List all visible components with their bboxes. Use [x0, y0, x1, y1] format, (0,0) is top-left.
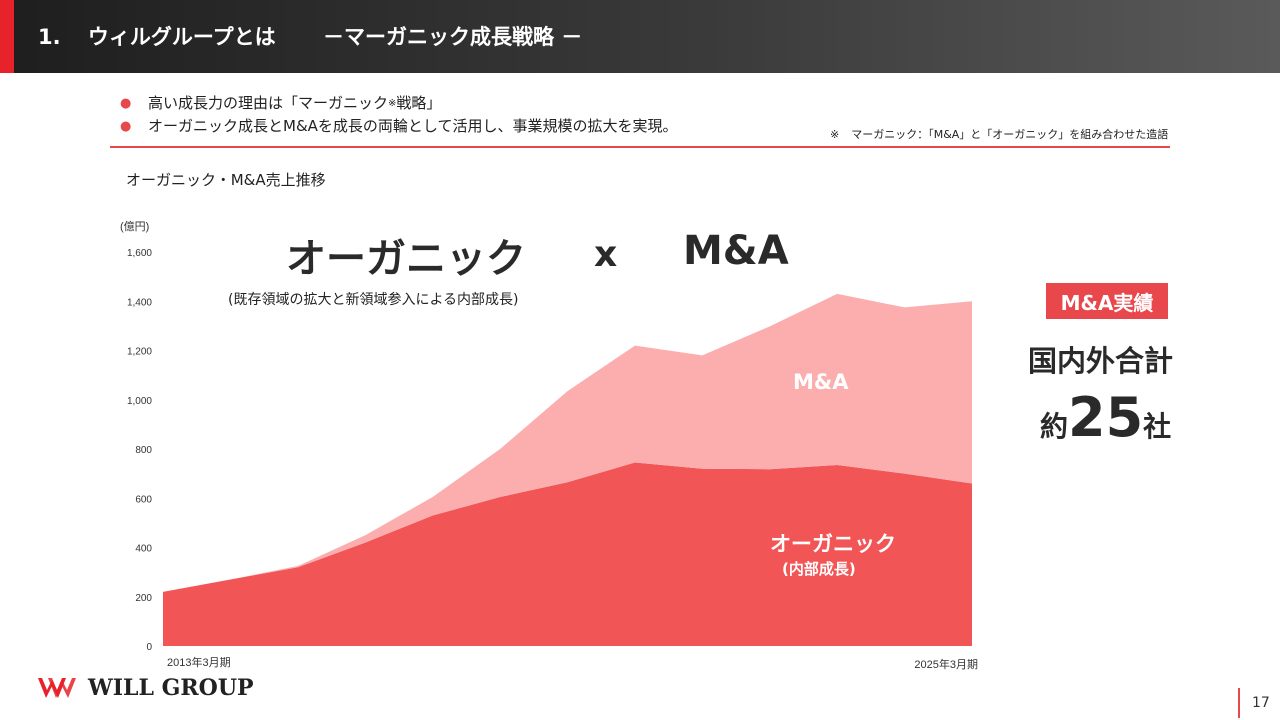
y-tick-label: 0 [146, 642, 152, 653]
ma-record-badge: M&A実績 [1046, 283, 1168, 319]
organic-description: (既存領域の拡大と新領域参入による内部成長) [228, 292, 519, 308]
y-axis: (億円) 0 200 400 600 800 1,000 1,200 1,400 1,600 [120, 220, 152, 653]
slide-title: 1. ウィルグループとは －マーガニック成長戦略 － [38, 21, 582, 51]
stat-number: 25 [1068, 386, 1144, 449]
bullet-item: ● 高い成長力の理由は「マーガニック ※ 戦略」 [120, 92, 677, 115]
headline-organic: オーガニック [286, 236, 526, 282]
bullet-text-1b: 戦略」 [396, 94, 442, 112]
divider [110, 146, 1170, 148]
area-label-organic: オーガニック [770, 532, 896, 556]
stat-prefix: 約 [1040, 410, 1069, 443]
y-tick-label: 1,600 [127, 248, 152, 259]
footnote-mark: ※ [830, 128, 840, 141]
y-tick-label: 1,400 [127, 297, 152, 308]
stat-company-count: 約25社 [1040, 386, 1171, 449]
slide-title-number: 1. [38, 25, 61, 49]
area-series-organic [163, 462, 972, 646]
bullet-list: ● 高い成長力の理由は「マーガニック ※ 戦略」 ● オーガニック成長とM&Aを成長… [120, 92, 677, 138]
footnote: ※ マーガニック：「M&A」と「オーガニック」を組み合わせた造語 [830, 126, 1168, 142]
y-tick-label: 1,000 [127, 396, 152, 407]
footnote-text: マーガニック：「M&A」と「オーガニック」を組み合わせた造語 [851, 128, 1169, 141]
will-group-logo-icon [38, 678, 76, 698]
bullet-item: ● オーガニック成長とM&Aを成長の両輪として活用し、事業規模の拡大を実現。 [120, 115, 677, 138]
y-axis-label: (億円) [120, 220, 149, 233]
page-number: 17 [1238, 688, 1270, 718]
area-label-organic-sub: (内部成長) [782, 560, 856, 578]
slide-subtitle: －マーガニック成長戦略 － [322, 25, 583, 49]
headline-times: x [594, 234, 618, 275]
stat-suffix: 社 [1143, 410, 1172, 443]
bullet-dot-icon: ● [120, 119, 132, 134]
header-accent [0, 0, 14, 73]
y-tick-label: 200 [135, 593, 152, 604]
y-tick-label: 400 [135, 544, 152, 555]
stat-total-label: 国内外合計 [1028, 344, 1174, 378]
bullet-text-1a: 高い成長力の理由は「マーガニック [148, 94, 389, 112]
y-tick-label: 600 [135, 494, 152, 505]
area-series-ma [163, 293, 972, 592]
x-axis: 2013年3月期 2025年3月期 [167, 655, 978, 671]
headline-ma: M&A [683, 228, 789, 274]
slide-title-text: ウィルグループとは [87, 25, 276, 49]
plot-areas [163, 293, 972, 646]
bullet-dot-icon: ● [120, 96, 132, 111]
chart-heading: オーガニック・M&A売上推移 [126, 171, 326, 189]
company-logo: WILL GROUP [36, 674, 254, 702]
bullet-text-1-sup: ※ [388, 98, 397, 109]
bullet-text-2: オーガニック成長とM&Aを成長の両輪として活用し、事業規模の拡大を実現。 [148, 117, 678, 135]
header-bar: 1. ウィルグループとは －マーガニック成長戦略 － [0, 0, 1280, 73]
x-tick-label-first: 2013年3月期 [167, 655, 231, 669]
y-tick-label: 1,200 [127, 347, 152, 358]
y-tick-label: 800 [135, 445, 152, 456]
x-tick-label-last: 2025年3月期 [914, 657, 978, 671]
logo-wordmark: WILL GROUP [88, 675, 254, 701]
area-label-ma: M&A [793, 370, 849, 394]
